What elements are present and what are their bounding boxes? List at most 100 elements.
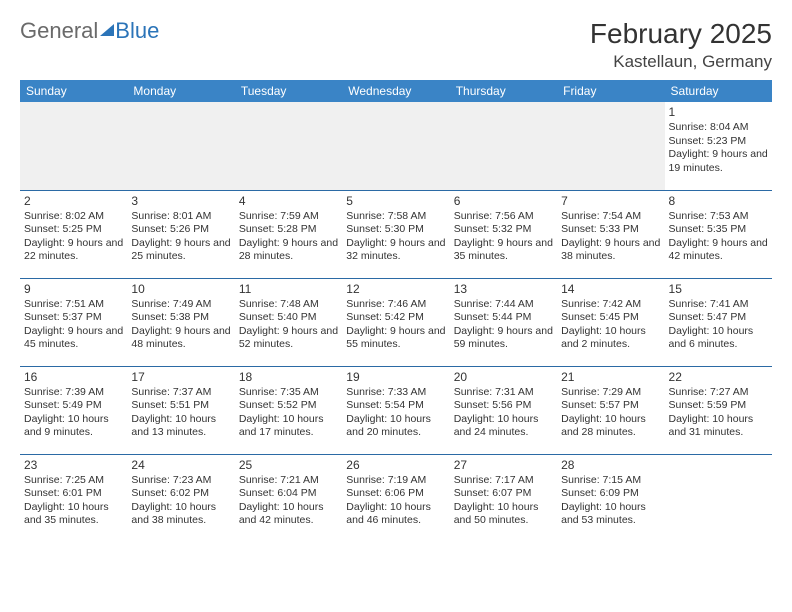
day-details: Sunrise: 8:04 AMSunset: 5:23 PMDaylight:…: [669, 121, 768, 176]
calendar-empty: [342, 102, 449, 190]
day-number: 15: [669, 282, 768, 296]
calendar-day: 14Sunrise: 7:42 AMSunset: 5:45 PMDayligh…: [557, 278, 664, 366]
day-details: Sunrise: 7:53 AMSunset: 5:35 PMDaylight:…: [669, 210, 768, 265]
day-number: 17: [131, 370, 230, 384]
day-details: Sunrise: 7:21 AMSunset: 6:04 PMDaylight:…: [239, 474, 338, 529]
page-header: General Blue February 2025 Kastellaun, G…: [20, 18, 772, 72]
calendar-day: 19 Sunrise: 7:33 AMSunset: 5:54 PMDayligh…: [342, 366, 449, 454]
day-details: Sunrise: 7:31 AMSunset: 5:56 PMDaylight:…: [454, 386, 553, 441]
day-details: Sunrise: 7:41 AMSunset: 5:47 PMDaylight:…: [669, 298, 768, 353]
day-header: Sunday: [20, 80, 127, 102]
calendar-empty: [20, 102, 127, 190]
day-number: 13: [454, 282, 553, 296]
day-header: Wednesday: [342, 80, 449, 102]
calendar-empty: [665, 454, 772, 542]
day-number: 22: [669, 370, 768, 384]
day-number: 20: [454, 370, 553, 384]
day-details: Sunrise: 7:33 AMSunset: 5:54 PMDaylight:…: [346, 386, 445, 441]
day-header: Friday: [557, 80, 664, 102]
day-number: 12: [346, 282, 445, 296]
calendar-week: 16 Sunrise: 7:39 AMSunset: 5:49 PMDayligh…: [20, 366, 772, 454]
day-details: Sunrise: 7:59 AMSunset: 5:28 PMDaylight:…: [239, 210, 338, 265]
calendar-head: SundayMondayTuesdayWednesdayThursdayFrid…: [20, 80, 772, 102]
day-number: 7: [561, 194, 660, 208]
day-number: 21: [561, 370, 660, 384]
day-details: Sunrise: 7:56 AMSunset: 5:32 PMDaylight:…: [454, 210, 553, 265]
day-details: Sunrise: 8:01 AMSunset: 5:26 PMDaylight:…: [131, 210, 230, 265]
location-label: Kastellaun, Germany: [590, 52, 772, 72]
calendar-week: 1 Sunrise: 8:04 AMSunset: 5:23 PMDaylight…: [20, 102, 772, 190]
day-number: 4: [239, 194, 338, 208]
calendar-day: 10 Sunrise: 7:49 AMSunset: 5:38 PMDayligh…: [127, 278, 234, 366]
day-number: 28: [561, 458, 660, 472]
day-number: 16: [24, 370, 123, 384]
logo: General Blue: [20, 18, 159, 44]
calendar-day: 15 Sunrise: 7:41 AMSunset: 5:47 PMDayligh…: [665, 278, 772, 366]
day-number: 11: [239, 282, 338, 296]
logo-text-general: General: [20, 18, 98, 44]
calendar-empty: [127, 102, 234, 190]
day-details: Sunrise: 7:48 AMSunset: 5:40 PMDaylight:…: [239, 298, 338, 353]
calendar-week: 23Sunrise: 7:25 AMSunset: 6:01 PMDayligh…: [20, 454, 772, 542]
day-details: Sunrise: 7:46 AMSunset: 5:42 PMDaylight:…: [346, 298, 445, 353]
day-details: Sunrise: 7:19 AMSunset: 6:06 PMDaylight:…: [346, 474, 445, 529]
calendar-day: 26 Sunrise: 7:19 AMSunset: 6:06 PMDayligh…: [342, 454, 449, 542]
calendar-day: 13 Sunrise: 7:44 AMSunset: 5:44 PMDayligh…: [450, 278, 557, 366]
day-number: 24: [131, 458, 230, 472]
month-title: February 2025: [590, 18, 772, 50]
day-number: 10: [131, 282, 230, 296]
calendar-day: 25 Sunrise: 7:21 AMSunset: 6:04 PMDayligh…: [235, 454, 342, 542]
calendar-day: 17 Sunrise: 7:37 AMSunset: 5:51 PMDayligh…: [127, 366, 234, 454]
calendar-table: SundayMondayTuesdayWednesdayThursdayFrid…: [20, 80, 772, 542]
day-details: Sunrise: 7:23 AMSunset: 6:02 PMDaylight:…: [131, 474, 230, 529]
day-number: 3: [131, 194, 230, 208]
calendar-day: 21Sunrise: 7:29 AMSunset: 5:57 PMDayligh…: [557, 366, 664, 454]
day-number: 9: [24, 282, 123, 296]
day-details: Sunrise: 7:37 AMSunset: 5:51 PMDaylight:…: [131, 386, 230, 441]
calendar-day: 28Sunrise: 7:15 AMSunset: 6:09 PMDayligh…: [557, 454, 664, 542]
calendar-day: 1 Sunrise: 8:04 AMSunset: 5:23 PMDaylight…: [665, 102, 772, 190]
logo-triangle-icon: [100, 24, 114, 36]
day-number: 26: [346, 458, 445, 472]
calendar-day: 9 Sunrise: 7:51 AMSunset: 5:37 PMDaylight…: [20, 278, 127, 366]
calendar-body: 1 Sunrise: 8:04 AMSunset: 5:23 PMDaylight…: [20, 102, 772, 542]
calendar-day: 24 Sunrise: 7:23 AMSunset: 6:02 PMDayligh…: [127, 454, 234, 542]
day-details: Sunrise: 7:39 AMSunset: 5:49 PMDaylight:…: [24, 386, 123, 441]
day-number: 27: [454, 458, 553, 472]
day-header: Saturday: [665, 80, 772, 102]
calendar-day: 27 Sunrise: 7:17 AMSunset: 6:07 PMDayligh…: [450, 454, 557, 542]
day-details: Sunrise: 7:58 AMSunset: 5:30 PMDaylight:…: [346, 210, 445, 265]
calendar-day: 6 Sunrise: 7:56 AMSunset: 5:32 PMDaylight…: [450, 190, 557, 278]
calendar-day: 16 Sunrise: 7:39 AMSunset: 5:49 PMDayligh…: [20, 366, 127, 454]
day-number: 5: [346, 194, 445, 208]
day-details: Sunrise: 8:02 AMSunset: 5:25 PMDaylight:…: [24, 210, 123, 265]
calendar-day: 11 Sunrise: 7:48 AMSunset: 5:40 PMDayligh…: [235, 278, 342, 366]
calendar-day: 20 Sunrise: 7:31 AMSunset: 5:56 PMDayligh…: [450, 366, 557, 454]
day-number: 14: [561, 282, 660, 296]
calendar-day: 7 Sunrise: 7:54 AMSunset: 5:33 PMDaylight…: [557, 190, 664, 278]
day-number: 6: [454, 194, 553, 208]
calendar-week: 2 Sunrise: 8:02 AMSunset: 5:25 PMDaylight…: [20, 190, 772, 278]
logo-text-blue: Blue: [115, 18, 159, 44]
day-header: Thursday: [450, 80, 557, 102]
title-block: February 2025 Kastellaun, Germany: [590, 18, 772, 72]
day-number: 1: [669, 105, 768, 119]
day-number: 2: [24, 194, 123, 208]
day-number: 19: [346, 370, 445, 384]
day-number: 25: [239, 458, 338, 472]
calendar-day: 5 Sunrise: 7:58 AMSunset: 5:30 PMDaylight…: [342, 190, 449, 278]
day-details: Sunrise: 7:54 AMSunset: 5:33 PMDaylight:…: [561, 210, 660, 265]
calendar-empty: [235, 102, 342, 190]
day-details: Sunrise: 7:17 AMSunset: 6:07 PMDaylight:…: [454, 474, 553, 529]
day-details: Sunrise: 7:35 AMSunset: 5:52 PMDaylight:…: [239, 386, 338, 441]
day-header: Monday: [127, 80, 234, 102]
day-header: Tuesday: [235, 80, 342, 102]
calendar-day: 22Sunrise: 7:27 AMSunset: 5:59 PMDayligh…: [665, 366, 772, 454]
day-details: Sunrise: 7:49 AMSunset: 5:38 PMDaylight:…: [131, 298, 230, 353]
calendar-empty: [450, 102, 557, 190]
day-number: 18: [239, 370, 338, 384]
day-details: Sunrise: 7:51 AMSunset: 5:37 PMDaylight:…: [24, 298, 123, 353]
day-details: Sunrise: 7:44 AMSunset: 5:44 PMDaylight:…: [454, 298, 553, 353]
calendar-week: 9 Sunrise: 7:51 AMSunset: 5:37 PMDaylight…: [20, 278, 772, 366]
day-number: 8: [669, 194, 768, 208]
